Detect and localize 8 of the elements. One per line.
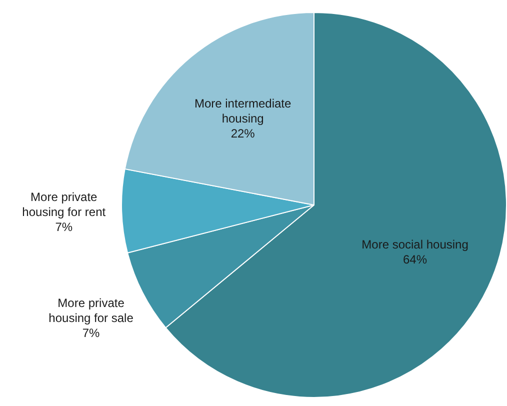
slice-label: More intermediate housing (194, 96, 292, 126)
slice-label: More private housing for rent (22, 190, 106, 220)
slice-label: More social housing (362, 237, 468, 252)
slice-label: More private housing for sale (48, 296, 134, 325)
data-label: 7% (55, 220, 73, 234)
data-label: 64% (403, 252, 428, 266)
data-label: 22% (230, 126, 256, 140)
data-label: 7% (82, 326, 100, 340)
